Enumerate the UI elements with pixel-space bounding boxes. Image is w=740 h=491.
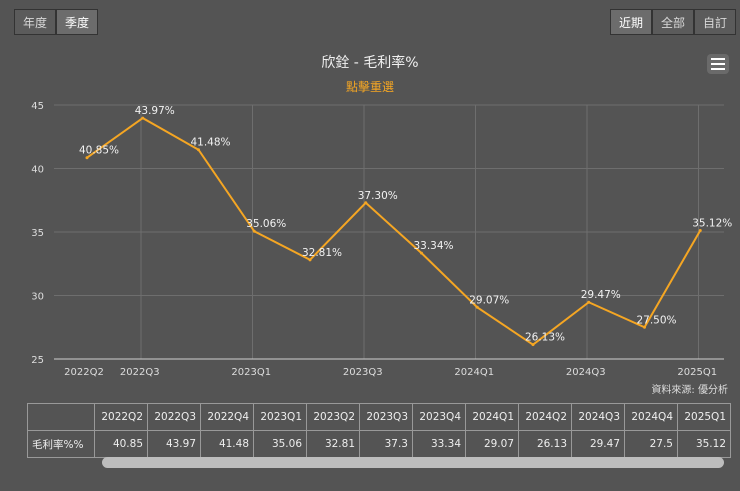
table-header-cell: 2023Q3 [359, 403, 413, 431]
data-point [698, 228, 702, 232]
table-cell: 33.34 [412, 430, 466, 458]
range-recent-button[interactable]: 近期 [610, 9, 652, 35]
data-label: 40.85% [79, 145, 119, 157]
table-cell: 32.81 [306, 430, 360, 458]
x-tick-label: 2024Q3 [566, 367, 606, 378]
table-scrollbar[interactable] [102, 457, 724, 468]
range-custom-button[interactable]: 自訂 [694, 9, 736, 35]
y-tick-label: 35 [31, 228, 44, 239]
table-header-cell: 2022Q3 [147, 403, 201, 431]
table-header-cell: 2022Q4 [200, 403, 254, 431]
table-header-cell: 2023Q4 [412, 403, 466, 431]
chart-subtitle[interactable]: 點擊重選 [345, 80, 394, 94]
data-point [643, 325, 646, 329]
x-tick-label: 2022Q2 [64, 367, 104, 378]
table-row: 毛利率%% 40.85 43.97 41.48 35.06 32.81 37.3 33.34… [27, 430, 731, 458]
table-cell: 35.12 [677, 430, 731, 458]
table-corner [27, 403, 95, 431]
range-all-button[interactable]: 全部 [652, 9, 694, 35]
table-cell: 40.85 [94, 430, 148, 458]
table-header-cell: 2024Q3 [571, 403, 625, 431]
x-tick-label: 2023Q1 [231, 367, 271, 378]
table-header-cell: 2022Q2 [94, 403, 148, 431]
data-label: 27.50% [636, 314, 676, 326]
x-tick-label: 2024Q1 [454, 367, 494, 378]
table-cell: 37.3 [359, 430, 413, 458]
table-header-cell: 2023Q2 [306, 403, 360, 431]
toggle-annual-button[interactable]: 年度 [14, 9, 56, 35]
data-label: 35.06% [246, 218, 286, 230]
data-point [141, 116, 145, 120]
data-point [475, 305, 479, 309]
y-tick-label: 25 [31, 355, 44, 366]
data-label: 43.97% [135, 105, 175, 117]
y-tick-label: 40 [31, 165, 44, 176]
data-point [308, 258, 312, 262]
hamburger-icon[interactable] [707, 54, 729, 74]
table-header-cell: 2024Q4 [624, 403, 678, 431]
table-cell: 26.13 [518, 430, 572, 458]
data-point [197, 148, 200, 152]
table-header-cell: 2024Q2 [518, 403, 572, 431]
x-tick-label: 2023Q3 [343, 367, 383, 378]
data-source-note: 資料來源: 優分析 [651, 385, 728, 396]
y-tick-label: 45 [31, 101, 44, 112]
data-point [364, 201, 368, 205]
table-cell: 29.07 [465, 430, 519, 458]
data-point [587, 300, 591, 304]
table-cell: 29.47 [571, 430, 625, 458]
data-point [252, 229, 256, 233]
y-tick-label: 30 [31, 292, 44, 303]
x-tick-label: 2022Q3 [120, 367, 160, 378]
table-header-cell: 2025Q1 [677, 403, 731, 431]
data-point [531, 343, 535, 347]
table-header-cell: 2023Q1 [253, 403, 307, 431]
data-label: 37.30% [358, 190, 398, 202]
table-cell: 41.48 [200, 430, 254, 458]
table-row-label: 毛利率%% [27, 430, 95, 458]
data-label: 35.12% [692, 217, 732, 229]
data-label: 29.47% [581, 289, 621, 301]
data-label: 29.07% [469, 294, 509, 306]
data-table: 2022Q2 2022Q3 2022Q4 2023Q1 2023Q2 2023Q3 2023… [27, 403, 731, 458]
chart-title: 欣銓 - 毛利率% [321, 55, 419, 71]
table-header-row: 2022Q2 2022Q3 2022Q4 2023Q1 2023Q2 2023Q3 2023… [27, 403, 731, 431]
x-tick-label: 2025Q1 [677, 367, 717, 378]
line-chart: 25 30 35 40 45 2022Q2 2022Q3 2023Q1 2023Q3 2024Q1… [31, 101, 732, 378]
toggle-quarterly-button[interactable]: 季度 [56, 9, 98, 35]
data-label: 33.34% [413, 240, 453, 252]
table-cell: 43.97 [147, 430, 201, 458]
data-label: 32.81% [302, 247, 342, 259]
table-header-cell: 2024Q1 [465, 403, 519, 431]
data-point [85, 156, 89, 160]
data-label: 26.13% [525, 332, 565, 344]
table-cell: 35.06 [253, 430, 307, 458]
table-cell: 27.5 [624, 430, 678, 458]
data-label: 41.48% [190, 137, 230, 149]
series-line [86, 116, 702, 346]
data-point [420, 251, 423, 255]
